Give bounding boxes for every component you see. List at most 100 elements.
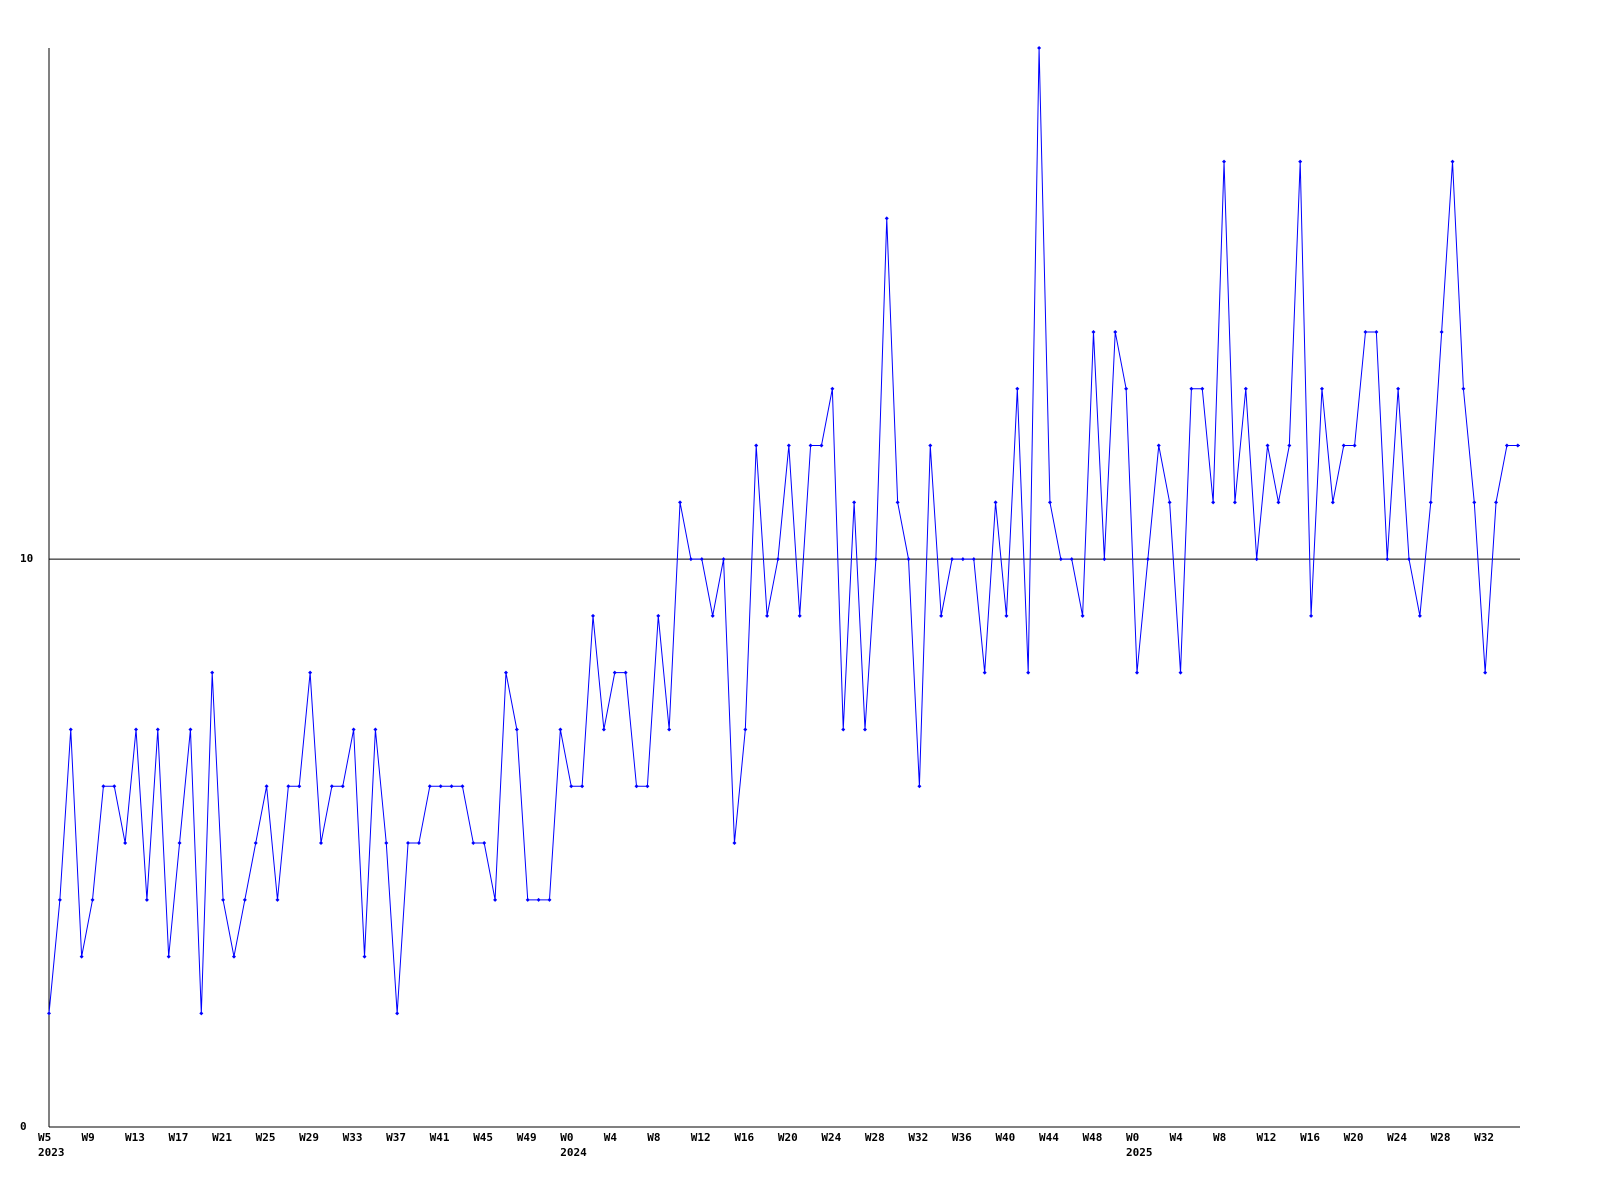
point-marker [645, 784, 650, 789]
point-marker [1276, 500, 1281, 505]
point-marker [841, 727, 846, 732]
point-marker [601, 727, 606, 732]
point-marker [493, 897, 498, 902]
x-tick-label: W24 [1387, 1131, 1407, 1144]
x-tick-label: W29 [299, 1131, 319, 1144]
point-marker [1091, 329, 1096, 334]
point-marker [57, 897, 62, 902]
point-marker [971, 557, 976, 562]
point-marker [134, 727, 139, 732]
point-marker [79, 954, 84, 959]
y-tick-label: 0 [20, 1120, 27, 1133]
point-marker [1352, 443, 1357, 448]
point-marker [1189, 386, 1194, 391]
x-tick-label: W48 [1082, 1131, 1102, 1144]
point-marker [993, 500, 998, 505]
point-marker [569, 784, 574, 789]
point-marker [68, 727, 73, 732]
point-marker [1211, 500, 1216, 505]
point-marker [1428, 500, 1433, 505]
point-marker [406, 841, 411, 846]
x-tick-label: W16 [1300, 1131, 1320, 1144]
point-marker [1341, 443, 1346, 448]
point-marker [819, 443, 824, 448]
point-marker [275, 897, 280, 902]
x-tick-label: W8 [1213, 1131, 1226, 1144]
point-marker [1494, 500, 1499, 505]
x-tick-label: W4 [604, 1131, 618, 1144]
point-marker [177, 841, 182, 846]
point-marker [591, 613, 595, 618]
x-tick-label: W32 [1474, 1131, 1494, 1144]
point-marker [863, 727, 867, 732]
point-marker [1363, 329, 1368, 334]
point-marker [895, 500, 900, 505]
point-marker [242, 897, 247, 902]
x-tick-label: W0 [1126, 1131, 1139, 1144]
point-marker [90, 897, 95, 902]
x-year-label: 2024 [560, 1146, 587, 1159]
x-tick-label: W17 [169, 1131, 189, 1144]
point-marker [732, 841, 737, 846]
point-marker [1483, 670, 1488, 675]
point-marker [721, 557, 726, 562]
point-marker [188, 727, 193, 732]
x-tick-label: W0 [560, 1131, 573, 1144]
point-marker [699, 557, 704, 562]
point-marker [264, 784, 269, 789]
y-tick-label: 10 [20, 552, 33, 565]
point-marker [547, 897, 552, 902]
point-marker [1254, 557, 1259, 562]
point-marker [1439, 329, 1444, 334]
point-marker [656, 613, 661, 618]
point-marker [514, 727, 519, 732]
point-marker [754, 443, 759, 448]
x-tick-label: W4 [1170, 1131, 1184, 1144]
point-marker [917, 784, 922, 789]
point-marker [1167, 500, 1172, 505]
x-year-label: 2023 [38, 1146, 65, 1159]
x-tick-label: W5 [38, 1131, 51, 1144]
point-marker [144, 897, 149, 902]
series-line [48, 47, 1520, 1014]
x-tick-label: W41 [430, 1131, 450, 1144]
point-marker [808, 443, 813, 448]
x-tick-label: W24 [821, 1131, 841, 1144]
point-marker [786, 443, 791, 448]
point-marker [449, 784, 454, 789]
x-tick-label: W28 [1431, 1131, 1451, 1144]
x-tick-label: W12 [1257, 1131, 1277, 1144]
point-marker [830, 386, 835, 391]
point-marker [1200, 386, 1205, 391]
point-marker [329, 784, 334, 789]
x-tick-label: W45 [473, 1131, 493, 1144]
point-marker [1156, 443, 1161, 448]
x-tick-label: W36 [952, 1131, 972, 1144]
point-marker [688, 557, 693, 562]
x-tick-label: W44 [1039, 1131, 1059, 1144]
point-marker [286, 784, 291, 789]
x-tick-label: W12 [691, 1131, 711, 1144]
point-marker [1004, 613, 1009, 618]
point-marker [873, 557, 878, 562]
x-tick-label: W21 [212, 1131, 232, 1144]
point-marker [1178, 670, 1183, 675]
point-marker [297, 784, 302, 789]
point-marker [1080, 613, 1085, 618]
point-marker [765, 613, 770, 618]
point-marker [612, 670, 617, 675]
point-marker [678, 500, 683, 505]
point-marker [1026, 670, 1031, 675]
x-tick-label: W25 [256, 1131, 276, 1144]
point-marker [1374, 329, 1379, 334]
point-marker [47, 1011, 51, 1016]
point-marker [503, 670, 508, 675]
point-marker [1102, 557, 1107, 562]
x-tick-label: W13 [125, 1131, 145, 1144]
point-marker [1504, 443, 1509, 448]
point-marker [906, 557, 911, 562]
point-marker [460, 784, 465, 789]
point-marker [743, 727, 748, 732]
point-marker [1113, 329, 1118, 334]
